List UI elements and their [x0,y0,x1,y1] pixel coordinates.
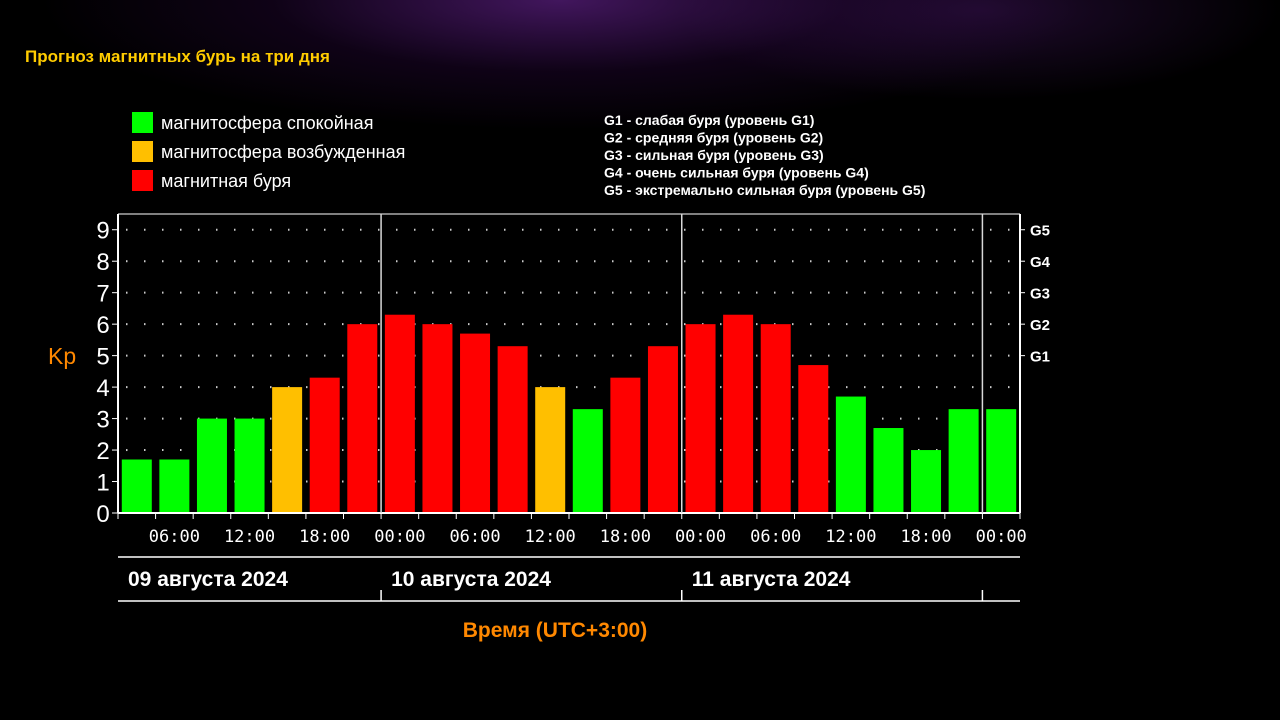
g-axis-label: G1 [1030,349,1050,366]
y-tick-label: 9 [96,218,109,245]
kp-bar [911,450,942,512]
x-tick-label: 06:00 [449,527,500,547]
x-tick-label: 00:00 [675,527,726,547]
g-axis-label: G5 [1030,223,1050,240]
y-tick-label: 8 [96,249,109,276]
x-tick-label: 18:00 [900,527,951,547]
x-tick-label: 00:00 [976,527,1027,547]
kp-bar [272,387,303,512]
x-tick-label: 06:00 [149,527,200,547]
g-level-legend-line: G5 - экстремально сильная буря (уровень … [604,182,925,198]
kp-bar [647,346,678,512]
y-tick-label: 3 [96,407,109,434]
y-tick-label: 2 [96,438,109,465]
legend-label: магнитная буря [161,171,291,191]
y-tick-label: 4 [96,375,109,402]
kp-bar [798,365,829,512]
legend-label: магнитосфера спокойная [161,113,373,133]
kp-bar [685,324,716,512]
kp-bar [422,324,453,512]
y-axis-title: Kp [48,343,76,369]
y-tick-label: 5 [96,344,109,371]
kp-bar [986,409,1017,512]
legend-swatch [132,141,153,162]
day-label: 09 августа 2024 [128,568,288,591]
kp-bar [309,377,340,512]
x-tick-label: 18:00 [600,527,651,547]
legend-swatch [132,170,153,191]
kp-bar [948,409,979,512]
kp-bar [723,314,754,512]
day-label: 10 августа 2024 [391,568,551,591]
g-axis-label: G2 [1030,317,1050,334]
g-axis-label: G3 [1030,286,1050,303]
kp-bar [835,396,866,512]
kp-bar [760,324,791,512]
x-tick-label: 06:00 [750,527,801,547]
x-tick-label: 00:00 [374,527,425,547]
page-title: Прогноз магнитных бурь на три дня [25,47,330,66]
kp-bar [497,346,528,512]
legend-swatch [132,112,153,133]
x-tick-label: 12:00 [525,527,576,547]
kp-bar [196,418,227,512]
legend-label: магнитосфера возбужденная [161,142,405,162]
y-tick-label: 1 [96,470,109,497]
kp-bar [610,377,641,512]
x-axis-title: Время (UTC+3:00) [463,619,647,642]
x-tick-label: 18:00 [299,527,350,547]
kp-bar [384,314,415,512]
kp-bar [460,333,491,512]
kp-bar [873,428,904,512]
day-label: 11 августа 2024 [692,568,851,591]
x-tick-label: 12:00 [825,527,876,547]
y-tick-label: 7 [96,281,109,308]
y-tick-label: 0 [96,501,109,528]
g-level-legend-line: G1 - слабая буря (уровень G1) [604,112,814,128]
y-tick-label: 6 [96,312,109,339]
g-level-legend-line: G3 - сильная буря (уровень G3) [604,147,824,163]
kp-bar [572,409,603,512]
kp-bar [535,387,566,512]
kp-bar [234,418,265,512]
x-tick-label: 12:00 [224,527,275,547]
g-axis-label: G4 [1030,254,1051,271]
kp-bar [347,324,378,512]
g-level-legend-line: G2 - средняя буря (уровень G2) [604,130,823,146]
kp-bar [121,459,152,512]
kp-bar [159,459,190,512]
g-level-legend-line: G4 - очень сильная буря (уровень G4) [604,165,869,181]
